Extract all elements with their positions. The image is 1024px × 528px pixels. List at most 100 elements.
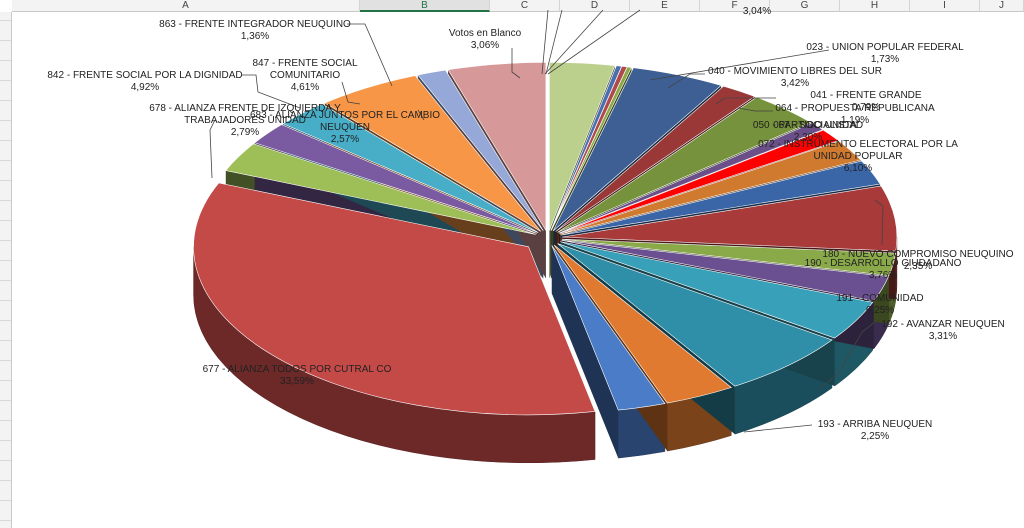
slice-label-16-line-1: 6,25%	[866, 305, 894, 316]
pie-slice-11[interactable]	[561, 185, 898, 252]
slice-label-2-line-0: 847 - FRENTE SOCIAL	[252, 58, 357, 69]
pie-slice-12[interactable]	[561, 238, 897, 276]
column-header-a[interactable]: A	[12, 0, 360, 12]
row-divider	[0, 460, 11, 461]
slice-label-0-line-0: 863 - FRENTE INTEGRADOR NEUQUINO	[159, 19, 351, 30]
leader-line-12	[715, 97, 776, 105]
slice-label-4-line-0: 683 - ALIANZA JUNTOS POR EL CAMBIO	[250, 110, 440, 121]
slice-label-8-line-1: 3,42%	[781, 78, 809, 89]
row-divider	[0, 20, 11, 21]
pie-slice-10[interactable]	[560, 160, 881, 236]
pie-slice-16[interactable]	[553, 244, 732, 404]
pie-slice-8[interactable]	[559, 129, 840, 234]
slice-label-14-line-1: 2,35%	[904, 261, 932, 272]
slice-label-15-line-1: 3,76%	[869, 270, 897, 281]
pie-slice-18[interactable]	[193, 182, 596, 416]
row-divider	[0, 340, 11, 341]
pie-slice-15[interactable]	[557, 243, 833, 387]
slice-label-7-line-1: 1,73%	[871, 54, 899, 65]
slice-label-3-line-0: 678 - ALIANZA FRENTE DE IZQUIERDA Y	[149, 103, 341, 114]
pie-slice-6[interactable]	[557, 96, 812, 233]
pie-slice-14[interactable]	[560, 241, 874, 339]
pie-slice-20[interactable]	[254, 124, 537, 234]
slice-label-1-line-0: 842 - FRENTE SOCIAL POR LA DIGNIDAD	[47, 70, 242, 81]
pie-slice-3[interactable]	[550, 66, 632, 231]
leader-line-1	[242, 74, 301, 109]
pie-slice-9[interactable]	[560, 140, 862, 235]
slice-label-16-line-0: 191 - COMUNIDAD	[836, 293, 923, 304]
slice-face-17-1	[551, 245, 619, 459]
row-divider	[0, 300, 11, 301]
row-divider	[0, 180, 11, 181]
row-divider	[0, 400, 11, 401]
pie-slice-22[interactable]	[324, 75, 542, 232]
slice-label-10-line-0: 064 - PROPUESTA REPUBLICANA	[775, 103, 935, 114]
pie-slice-5[interactable]	[555, 85, 756, 232]
row-divider	[0, 40, 11, 41]
row-divider	[0, 360, 11, 361]
slice-label-18-line-0: 193 - ARRIBA NEUQUEN	[818, 419, 932, 430]
leader-line-8	[544, 9, 604, 75]
column-header-g[interactable]: G	[770, 0, 840, 12]
pie-slice-23[interactable]	[417, 69, 544, 231]
slice-label-1-line-1: 4,92%	[131, 82, 159, 93]
leader-lines	[209, 9, 884, 433]
leader-line-3	[209, 119, 216, 179]
row-divider	[0, 200, 11, 201]
pie-slice-21[interactable]	[282, 103, 539, 233]
slice-label-19-line-1: 33,59%	[280, 376, 314, 387]
leader-line-13	[737, 107, 773, 112]
slice-label-8-line-0: 040 - MOVIMIENTO LIBRES DEL SUR	[708, 66, 882, 77]
pie-slice-19[interactable]	[225, 143, 536, 235]
row-divider	[0, 380, 11, 381]
leader-line-10	[649, 49, 830, 81]
row-divider	[0, 60, 11, 61]
slice-label-6-line-0: 3,04%	[743, 6, 771, 17]
slice-label-17-line-1: 3,31%	[929, 331, 957, 342]
row-divider	[0, 520, 11, 521]
slice-label-13-line-1: UNIDAD POPULAR	[814, 151, 903, 162]
column-header-i[interactable]: I	[910, 0, 980, 12]
slice-label-10-line-1: 1,19%	[841, 115, 869, 126]
pie-slice-13[interactable]	[561, 239, 889, 302]
slice-label-15-line-0: 190 - DESARROLLO CIUDADANO	[805, 258, 962, 269]
row-divider	[0, 220, 11, 221]
pie-slice-24[interactable]	[447, 62, 547, 232]
leader-line-9	[547, 9, 641, 75]
slice-label-12-line-0: 050 - PARTIDO UNIDAD	[753, 120, 863, 131]
pie-slice-17[interactable]	[551, 245, 666, 411]
row-divider	[0, 320, 11, 321]
slice-label-14-line-0: 180 - NUEVO COMPROMISO NEUQUINO	[822, 249, 1013, 260]
leader-line-7	[545, 9, 563, 75]
pie-slices	[193, 62, 898, 464]
column-header-c[interactable]: C	[490, 0, 560, 12]
slice-label-7-line-0: 023 - UNION POPULAR FEDERAL	[806, 42, 964, 53]
slice-label-9-line-0: 041 - FRENTE GRANDE	[810, 90, 921, 101]
leader-line-4	[417, 109, 425, 121]
leader-line-14	[874, 199, 884, 246]
row-divider	[0, 480, 11, 481]
slice-label-0-line-1: 1,36%	[241, 31, 269, 42]
row-divider	[0, 260, 11, 261]
column-header-d[interactable]: D	[560, 0, 630, 12]
column-header-f[interactable]: F	[700, 0, 770, 12]
column-header-b[interactable]: B	[360, 0, 490, 12]
leader-line-2	[341, 81, 361, 105]
column-header-e[interactable]: E	[630, 0, 700, 12]
row-divider	[0, 420, 11, 421]
pie-slice-7[interactable]	[558, 122, 824, 234]
pie-slice-0[interactable]	[549, 62, 616, 231]
row-divider	[0, 120, 11, 121]
column-header-h[interactable]: H	[840, 0, 910, 12]
row-divider	[0, 280, 11, 281]
slice-label-12-line-1: 2,30%	[794, 132, 822, 143]
slice-label-5-line-1: 3,06%	[471, 40, 499, 51]
row-headers	[0, 12, 12, 528]
row-divider	[0, 500, 11, 501]
slice-label-4-line-1: NEUQUEN	[320, 122, 370, 133]
slice-label-2-line-1: COMUNITARIO	[270, 70, 341, 81]
leader-line-15	[819, 321, 876, 389]
